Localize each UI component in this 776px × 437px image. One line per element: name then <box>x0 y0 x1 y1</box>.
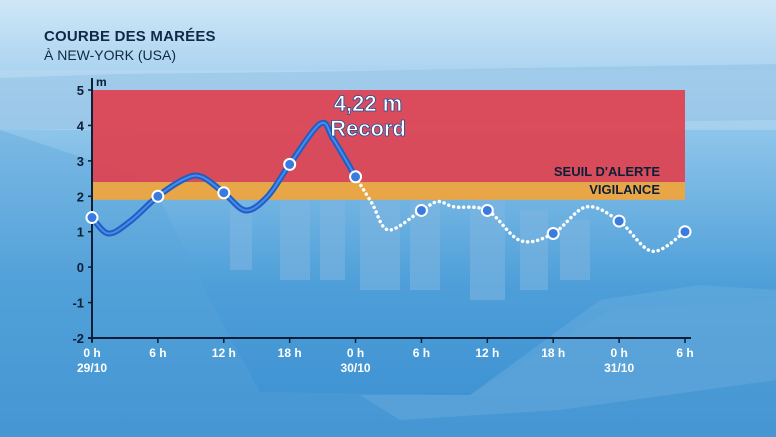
y-tick-label-2: 3 <box>77 154 84 169</box>
x-tick-label-2: 12 h <box>212 346 236 360</box>
data-point-1 <box>151 189 165 203</box>
chart-subtitle: À NEW-YORK (USA) <box>44 47 176 63</box>
title-block: COURBE DES MARÉES À NEW-YORK (USA) <box>44 28 216 63</box>
y-tick-label-0: 5 <box>77 83 84 98</box>
chart-title: COURBE DES MARÉES <box>44 28 216 45</box>
x-tick-label-1: 6 h <box>149 346 166 360</box>
y-tick-label-6: -1 <box>72 296 84 311</box>
data-point-6 <box>480 203 494 217</box>
x-tick-label-5: 6 h <box>413 346 430 360</box>
record-label-annotation: Record <box>330 116 406 141</box>
band-label-1: VIGILANCE <box>589 182 660 197</box>
data-point-5 <box>414 203 428 217</box>
data-point-4 <box>349 170 363 184</box>
data-point-3 <box>283 157 297 171</box>
x-tick-label-0: 0 h <box>83 346 100 360</box>
data-point-9 <box>678 225 692 239</box>
y-tick-label-7: -2 <box>72 331 84 346</box>
band-label-0: SEUIL D'ALERTE <box>554 164 660 179</box>
x-tick-label-4: 0 h <box>347 346 364 360</box>
y-axis-unit: m <box>96 75 107 89</box>
band-0 <box>92 90 685 183</box>
y-tick-label-3: 2 <box>77 189 84 204</box>
x-tick-label-8: 0 h <box>610 346 627 360</box>
data-point-7 <box>546 226 560 240</box>
x-tick-label-9: 6 h <box>676 346 693 360</box>
y-tick-label-5: 0 <box>77 260 84 275</box>
x-tick-label-6: 12 h <box>475 346 499 360</box>
data-point-0 <box>85 211 99 225</box>
data-point-2 <box>217 186 231 200</box>
x-tick-label-3: 18 h <box>278 346 302 360</box>
x-date-label-8: 31/10 <box>604 361 634 375</box>
y-tick-label-1: 4 <box>77 118 85 133</box>
x-date-label-4: 30/10 <box>341 361 371 375</box>
record-value-annotation: 4,22 m <box>334 91 403 116</box>
band-1 <box>92 182 685 200</box>
x-tick-label-7: 18 h <box>541 346 565 360</box>
x-date-label-0: 29/10 <box>77 361 107 375</box>
y-tick-label-4: 1 <box>77 225 84 240</box>
data-point-8 <box>612 214 626 228</box>
